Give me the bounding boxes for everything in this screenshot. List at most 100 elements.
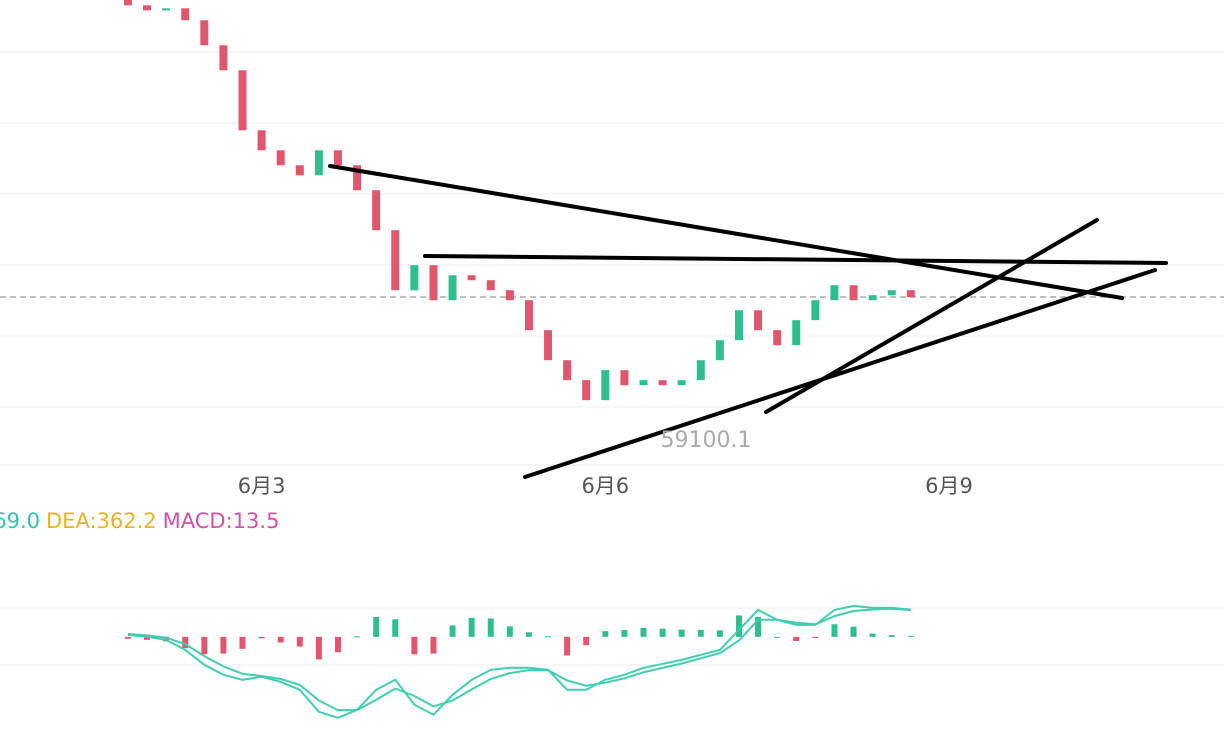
candle [410,265,419,291]
macd-bar [201,636,208,655]
macd-bar [678,629,685,637]
candle [181,8,190,21]
macd-bar [124,636,131,639]
candle [601,370,610,401]
macd-bar [392,619,399,637]
candle [811,300,820,321]
candle [582,380,591,401]
macd-bar [812,636,819,639]
legend-entry: DEA:362.2 [46,509,157,533]
candle [467,275,476,281]
candle [505,290,514,301]
macd-bar [277,636,284,643]
candle [696,360,705,381]
candle [295,165,304,176]
candle [620,370,629,386]
macd-bar [545,636,552,638]
macd-bar [850,626,857,637]
macd-bar [449,625,456,637]
candle [333,150,342,166]
candle [906,290,915,298]
candle [849,285,858,301]
candle [219,45,228,71]
macd-bar [697,629,704,637]
candle [830,285,839,301]
macd-bar [716,630,723,637]
macd-bar [411,636,418,655]
trend-line [423,254,1168,265]
macd-bar [258,636,265,639]
candles [123,0,915,401]
macd-bar [525,632,532,637]
macd-bar [735,615,742,637]
macd-bar [793,636,800,641]
candle [162,8,171,11]
macd-bar [602,631,609,637]
macd-bar [659,628,666,637]
candle [563,360,572,381]
candle [257,130,266,151]
macd-bar [506,626,513,637]
macd-bar [220,636,227,654]
macd-bar [621,629,628,637]
candle [276,150,285,166]
candle [544,330,553,361]
macd-bar [334,636,341,653]
macd-bar [296,636,303,647]
candle [391,230,400,291]
macd-bar [831,624,838,637]
legend-entry: DIF:369.0 [0,509,40,533]
candle [372,190,381,231]
candle [715,340,724,361]
legend-entry: MACD:13.5 [163,509,280,533]
candle [353,165,362,191]
macd-bar [774,636,781,638]
macd-bar [564,636,571,656]
macd-bar [373,617,380,637]
trend-line [764,218,1099,414]
macd-bar [182,636,189,649]
macd-bar [144,636,151,640]
trend-line [523,268,1157,479]
macd-bar [430,636,437,654]
candle [754,310,763,331]
candle [200,20,209,46]
grid [0,51,1224,666]
candle [639,380,648,386]
candle [486,280,495,291]
macd-bar [468,617,475,637]
candle [773,330,782,346]
macd-bar [583,636,590,646]
macd-bar [315,636,322,660]
candle [792,320,801,346]
low-label: 59100.1 [661,428,752,453]
macd-bar [888,635,895,637]
x-tick-label: 6月6 [581,474,629,498]
macd-bar [640,627,647,637]
trend-lines [328,164,1168,479]
candle [429,265,438,301]
candle [677,380,686,386]
trend-line [328,164,1124,300]
macd-panel [124,604,914,719]
candle [734,310,743,341]
x-tick-label: 6月9 [925,474,973,498]
macd-bar [487,618,494,637]
macd-bar [907,635,914,637]
macd-bar [354,636,361,638]
macd-bar [755,616,762,637]
candle [238,70,247,131]
candle [887,290,896,296]
candle [524,300,533,331]
macd-bar [869,633,876,637]
candle [868,295,877,301]
candle [448,275,457,301]
candle [314,150,323,176]
candle [143,5,152,11]
candle [658,380,667,386]
macd-bar [239,636,246,649]
candle [123,0,132,6]
x-tick-label: 6月3 [238,474,286,498]
